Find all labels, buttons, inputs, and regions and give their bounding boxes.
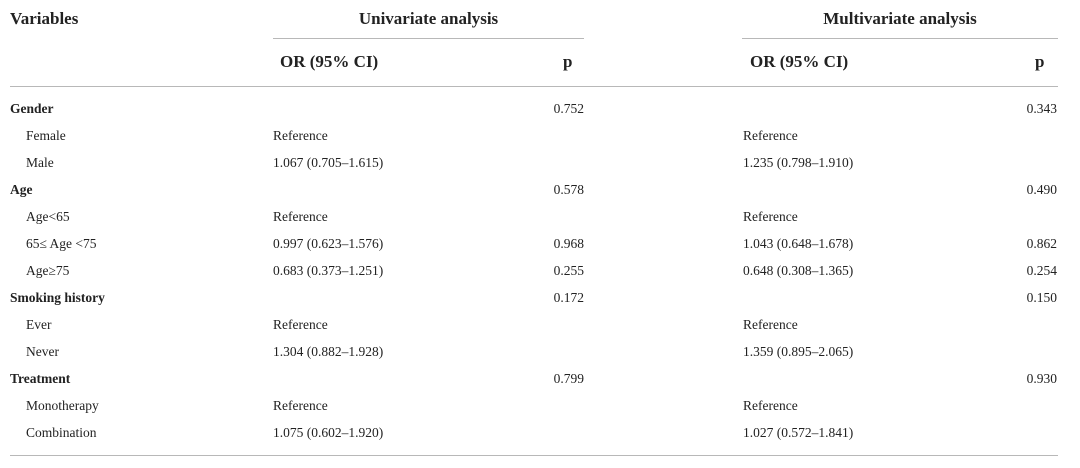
row-variable: Gender [10,101,54,116]
row-variable: Monotherapy [26,398,99,413]
row-variable: Ever [26,317,52,332]
multivariate-or-ci: 1.027 (0.572–1.841) [743,425,854,440]
header-or-ci-multivariate: OR (95% CI) [750,52,849,71]
multivariate-p-value: 0.862 [1026,236,1057,251]
univariate-or-ci: Reference [273,209,328,224]
univariate-or-ci: 0.683 (0.373–1.251) [273,263,384,278]
category-row: Smoking history 0.172 0.150 [0,285,1080,312]
row-variable: Age<65 [26,209,70,224]
multivariate-or-ci: 1.359 (0.895–2.065) [743,344,854,359]
table-row: Age≥75 0.683 (0.373–1.251) 0.255 0.648 (0.3… [0,258,1080,285]
row-variable: Age [10,182,33,197]
row-variable: Never [26,344,59,359]
univariate-or-ci: Reference [273,128,328,143]
header-p-univariate: p [563,52,573,71]
table-row: Age<65 Reference Reference [0,204,1080,231]
row-variable: Treatment [10,371,71,386]
header-univariate: Univariate analysis [358,9,499,28]
univariate-p-value: 0.578 [553,182,584,197]
row-variable: Age≥75 [26,263,70,278]
univariate-or-ci: 1.067 (0.705–1.615) [273,155,384,170]
multivariate-or-ci: 0.648 (0.308–1.365) [743,263,854,278]
category-row: Gender 0.752 0.343 [0,96,1080,123]
row-variable: Combination [26,425,97,440]
univariate-p-value: 0.968 [553,236,584,251]
row-variable: Female [26,128,66,143]
table-bottom-rule [10,455,1058,456]
univariate-or-ci: 1.304 (0.882–1.928) [273,344,384,359]
table-row: Male 1.067 (0.705–1.615) 1.235 (0.798–1.91… [0,150,1080,177]
univariate-or-ci: Reference [273,398,328,413]
category-row: Age 0.578 0.490 [0,177,1080,204]
univariate-or-ci: 1.075 (0.602–1.920) [273,425,384,440]
table-body: Gender 0.752 0.343 Female Reference Reference… [0,96,1080,447]
table-row: Monotherapy Reference Reference [0,393,1080,420]
header-p-multivariate: p [1035,52,1045,71]
table-row: Never 1.304 (0.882–1.928) 1.359 (0.895–2.0… [0,339,1080,366]
table-row: Ever Reference Reference [0,312,1080,339]
header-or-ci-univariate: OR (95% CI) [280,52,379,71]
row-variable: Smoking history [10,290,105,305]
multivariate-p-value: 0.343 [1026,101,1057,116]
univariate-p-value: 0.799 [553,371,584,386]
multivariate-p-value: 0.254 [1026,263,1057,278]
multivariate-p-value: 0.490 [1026,182,1057,197]
multivariate-p-value: 0.150 [1026,290,1057,305]
multivariate-or-ci: 1.235 (0.798–1.910) [743,155,854,170]
table-row: Female Reference Reference [0,123,1080,150]
header-multivariate: Multivariate analysis [823,9,977,28]
table-row: 65≤ Age <75 0.997 (0.623–1.576) 0.968 1.043… [0,231,1080,258]
univariate-group-rule [273,38,584,39]
univariate-or-ci: Reference [273,317,328,332]
category-row: Treatment 0.799 0.930 [0,366,1080,393]
multivariate-or-ci: Reference [743,209,798,224]
univariate-or-ci: 0.997 (0.623–1.576) [273,236,384,251]
row-variable: Male [26,155,54,170]
univariate-p-value: 0.752 [553,101,584,116]
multivariate-group-rule [742,38,1058,39]
row-variable: 65≤ Age <75 [26,236,97,251]
header-bottom-rule [10,86,1058,87]
multivariate-p-value: 0.930 [1026,371,1057,386]
table-row: Combination 1.075 (0.602–1.920) 1.027 (0.5… [0,420,1080,447]
multivariate-or-ci: Reference [743,317,798,332]
header-variables: Variables [10,9,79,28]
multivariate-or-ci: 1.043 (0.648–1.678) [743,236,854,251]
univariate-p-value: 0.172 [553,290,584,305]
multivariate-or-ci: Reference [743,398,798,413]
univariate-p-value: 0.255 [553,263,584,278]
multivariate-or-ci: Reference [743,128,798,143]
